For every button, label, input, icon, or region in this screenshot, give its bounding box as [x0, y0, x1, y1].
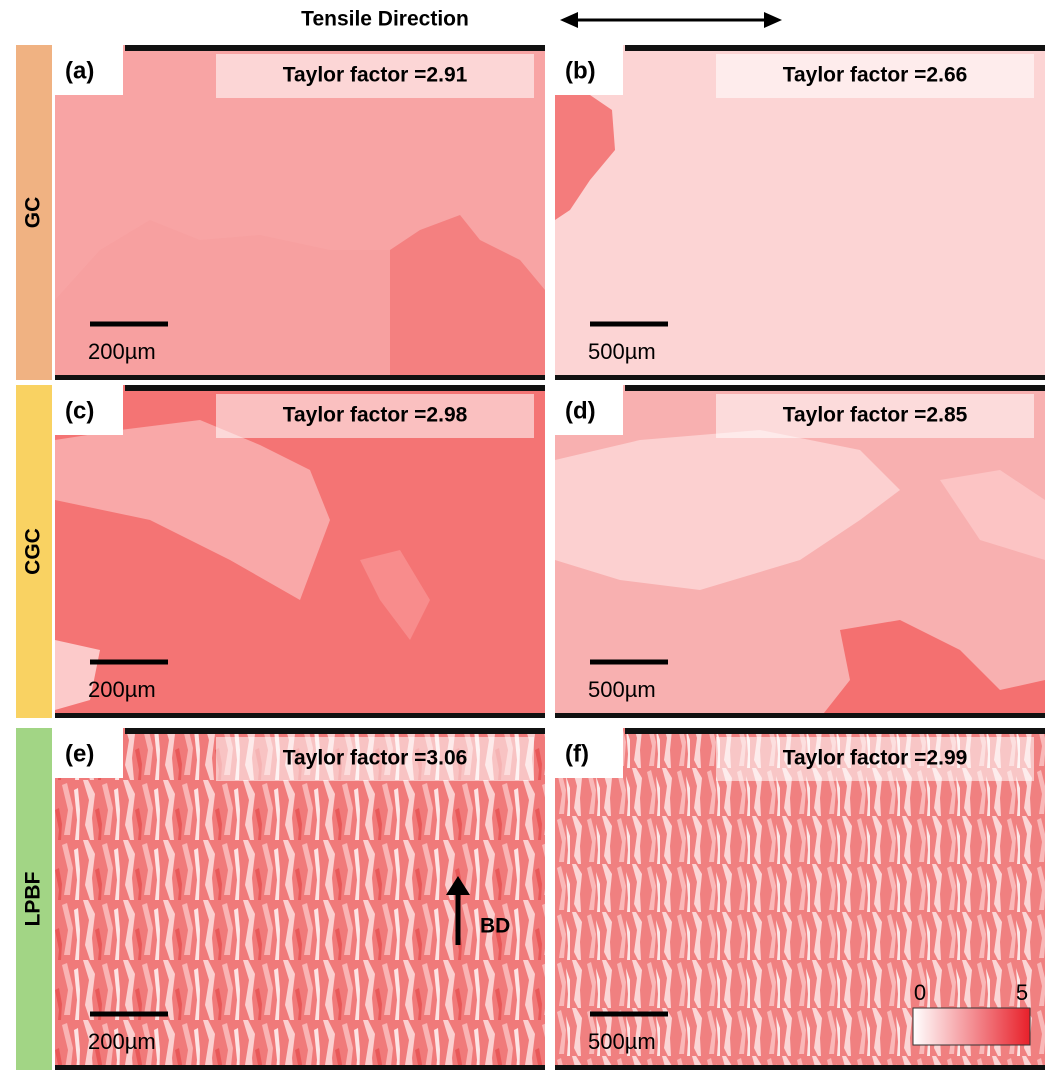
micrograph-panel: (d) Taylor factor =2.85 500µm	[555, 385, 1045, 718]
grain	[555, 430, 900, 590]
colorbar-min: 0	[914, 980, 926, 1005]
grain	[55, 420, 330, 600]
label-box	[55, 385, 123, 435]
colorbar	[912, 1007, 1031, 1046]
micrograph-panel: (a) Taylor factor =2.91 200µm	[55, 45, 545, 380]
annotation-box	[216, 737, 534, 781]
annotation: Taylor factor =2.98	[283, 404, 468, 427]
bd-label: BD	[480, 915, 510, 938]
annotation: Taylor factor =2.91	[283, 64, 468, 87]
annotation-box	[716, 394, 1034, 438]
panel-edge	[55, 1065, 545, 1070]
annotation: Taylor factor =3.06	[283, 747, 468, 770]
annotation: Taylor factor =2.85	[783, 404, 968, 427]
row-label: CGC	[22, 528, 45, 575]
grain	[555, 95, 615, 220]
label-box	[555, 728, 623, 778]
colorbar-max: 5	[1016, 980, 1028, 1005]
scale-label: 500µm	[588, 339, 656, 364]
panel-edge	[555, 375, 1045, 380]
grain	[390, 215, 545, 380]
scale-label: 500µm	[588, 1029, 656, 1054]
panel-label: (f)	[565, 740, 589, 767]
panel-label: (b)	[565, 57, 596, 84]
micrograph-panel: (b) Taylor factor =2.66 500µm	[555, 45, 1045, 380]
label-box	[555, 45, 623, 95]
label-box	[55, 45, 123, 95]
scale-label: 500µm	[588, 677, 656, 702]
panel-edge	[625, 728, 1045, 734]
annotation-box	[716, 54, 1034, 98]
annotation: Taylor factor =2.66	[783, 64, 968, 87]
annotation-box	[716, 737, 1034, 781]
panel-edge	[625, 45, 1045, 51]
label-box	[555, 385, 623, 435]
grain	[820, 620, 1045, 718]
grain	[55, 640, 100, 710]
scale-label: 200µm	[88, 1029, 156, 1054]
grain	[55, 220, 390, 380]
micrograph-panel: (e) Taylor factor =3.06 200µm	[55, 728, 545, 1070]
micrograph-panel: (c) Taylor factor =2.98 200µm	[55, 385, 545, 718]
row-band	[16, 385, 52, 718]
row-label: LPBF	[22, 871, 45, 926]
label-box	[55, 728, 123, 778]
row-band	[16, 45, 52, 380]
grain	[360, 550, 430, 640]
panel-label: (d)	[565, 397, 596, 424]
bd-arrowhead	[446, 876, 470, 895]
grain	[940, 470, 1045, 560]
annotation: Taylor factor =2.99	[783, 747, 968, 770]
panel-label: (e)	[65, 740, 94, 767]
panel-edge	[125, 385, 545, 391]
panel-edge	[125, 45, 545, 51]
scale-label: 200µm	[88, 339, 156, 364]
panel-edge	[555, 1065, 1045, 1070]
row-label: GC	[22, 197, 45, 229]
panel-edge	[125, 728, 545, 734]
panel-edge	[55, 375, 545, 380]
scale-label: 200µm	[88, 677, 156, 702]
row-band	[16, 728, 52, 1070]
annotation-box	[216, 54, 534, 98]
panel-label: (a)	[65, 57, 94, 84]
panel-label: (c)	[65, 397, 94, 424]
annotation-box	[216, 394, 534, 438]
panel-edge	[555, 713, 1045, 718]
panel-edge	[55, 713, 545, 718]
header-title: Tensile Direction	[301, 8, 469, 31]
tensile-arrow	[560, 12, 782, 28]
panel-edge	[625, 385, 1045, 391]
